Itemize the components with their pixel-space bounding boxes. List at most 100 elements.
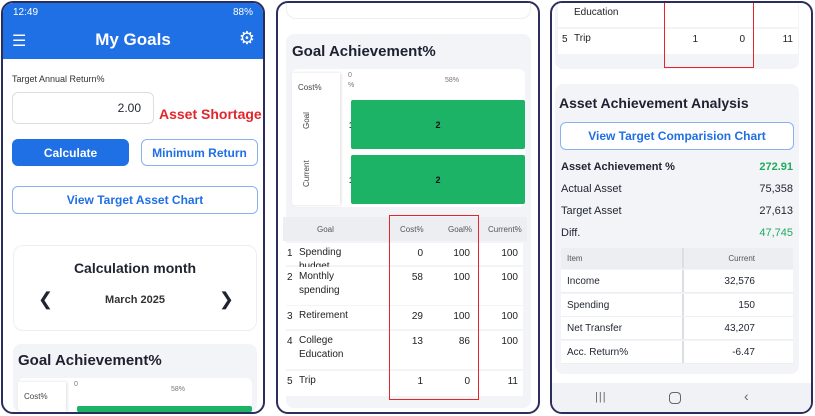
menu-icon[interactable]: ☰ <box>12 33 27 50</box>
goal-axis-label: Goal <box>302 112 311 129</box>
row-number: 3 <box>287 311 293 322</box>
cost-percent: 29 <box>411 311 423 322</box>
status-time: 12:49 <box>13 7 39 18</box>
actual-asset-stat: Actual Asset 75,358 <box>561 183 793 195</box>
goal-name: Retirement <box>299 310 348 321</box>
asset-table-row: Spending 150 <box>561 293 793 317</box>
goal-table-row[interactable]: 2 Monthly spending 58 100 100 <box>283 267 523 305</box>
item-label: Income <box>567 276 600 287</box>
cost-percent: 13 <box>411 336 423 347</box>
goal-percent: 100 <box>453 272 470 283</box>
goal-percent: 0 <box>464 376 470 387</box>
axis-percent: % <box>348 82 355 89</box>
goal-achievement-chart: Cost% Goal Current 0 % 58% 1 2 1 2 <box>292 69 525 207</box>
highlight-box <box>664 3 754 68</box>
current-percent: 11 <box>507 376 518 387</box>
goal-table-row[interactable]: 5 Trip 1 0 11 <box>558 29 798 54</box>
item-label: Net Transfer <box>567 323 623 334</box>
row-number: 5 <box>287 376 293 387</box>
goal-table-row[interactable]: 4 College Education 13 86 100 <box>283 331 523 369</box>
phone-screen-1: 12:49 88% ☰ My Goals ⚙ Target Annual Ret… <box>1 1 265 414</box>
goal-name: Spending budget <box>299 247 342 272</box>
goal-table-row[interactable]: 1 Spending budget 0 100 100 <box>283 243 523 272</box>
target-return-input[interactable]: 2.00 <box>12 92 154 124</box>
home-icon[interactable] <box>669 392 681 404</box>
current-percent: 100 <box>501 336 518 347</box>
goal-table-row[interactable]: 5 Trip 1 0 11 <box>283 371 523 396</box>
axis-zero: 0 <box>348 72 352 79</box>
app-title: My Goals <box>95 30 171 49</box>
row-number: 4 <box>287 336 293 347</box>
settings-gear-icon[interactable]: ⚙ <box>238 28 255 48</box>
asset-table-row: Income 32,576 <box>561 270 793 293</box>
previous-month-chevron-icon[interactable]: ❮ <box>38 289 54 309</box>
asset-analysis-card: Asset Achievement Analysis View Target C… <box>555 84 799 374</box>
asset-table-row: Acc. Return% -6.47 <box>561 340 793 364</box>
asset-table-row: Net Transfer 43,207 <box>561 317 793 340</box>
goal-name: Trip <box>299 375 316 386</box>
column-header: Current% <box>488 225 522 234</box>
goal-achievement-title: Goal Achievement% <box>18 352 162 369</box>
goal-name: Trip <box>574 33 591 44</box>
goal-percent: 100 <box>453 248 470 259</box>
stat-label: Actual Asset <box>561 183 622 195</box>
view-target-comparison-chart-button[interactable]: View Target Comparision Chart <box>560 122 794 150</box>
back-icon[interactable]: ‹ <box>744 388 749 404</box>
goal-name: Monthly spending <box>299 271 340 296</box>
cost-percent: 13 <box>687 3 698 5</box>
asset-table-header: Item Current <box>561 248 793 269</box>
cost-percent: 58 <box>411 272 423 283</box>
current-percent: 100 <box>776 3 793 5</box>
current-bar: 2 <box>351 155 525 204</box>
asset-analysis-title: Asset Achievement Analysis <box>559 95 749 111</box>
goal-percent: 100 <box>453 311 470 322</box>
current-axis-label: Current <box>302 160 311 187</box>
goal-bar: 2 <box>351 100 525 149</box>
goal-percent: 86 <box>734 3 745 5</box>
recent-apps-icon[interactable]: ||| <box>595 391 607 403</box>
chart-legend: Cost% <box>24 392 48 401</box>
stat-label: Diff. <box>561 227 581 239</box>
asset-shortage-warning: Asset Shortage <box>159 106 262 122</box>
highlight-box <box>389 215 479 400</box>
calculation-month-title: Calculation month <box>73 260 197 276</box>
chart-legend: Cost% <box>298 83 322 92</box>
goal-percent: 86 <box>458 336 470 347</box>
target-asset-stat: Target Asset 27,613 <box>561 205 793 217</box>
cost-percent: 0 <box>417 248 423 259</box>
goal-name: College Education <box>574 3 619 18</box>
target-return-value: 2.00 <box>117 101 141 115</box>
item-label: Acc. Return% <box>567 346 629 358</box>
column-current: Current <box>728 254 755 263</box>
calculation-month-card: Calculation month ❮ March 2025 ❯ <box>13 245 257 331</box>
minimum-return-button[interactable]: Minimum Return <box>141 139 258 166</box>
stat-label: Asset Achievement % <box>561 161 675 173</box>
stat-value: 272.91 <box>759 161 793 173</box>
diff-stat: Diff. 47,745 <box>561 227 793 239</box>
axis-mid: 58% <box>171 386 186 393</box>
item-current: -6.47 <box>732 346 755 358</box>
goal-achievement-title: Goal Achievement% <box>292 43 436 60</box>
asset-achievement-stat: Asset Achievement % 272.91 <box>561 161 793 173</box>
stat-value: 27,613 <box>759 205 793 217</box>
selected-month: March 2025 <box>105 294 165 306</box>
goal-percent: 0 <box>739 34 745 45</box>
goal-table-row[interactable]: 4 College Education 13 86 100 <box>558 3 798 27</box>
item-current: 150 <box>738 299 755 311</box>
current-percent: 100 <box>501 311 518 322</box>
axis-mid: 58% <box>445 77 460 84</box>
view-target-asset-chart-button[interactable]: View Target Asset Chart <box>12 186 258 214</box>
goal-table-row[interactable]: 3 Retirement 29 100 100 <box>283 306 523 329</box>
item-current: 32,576 <box>724 276 755 287</box>
return-label: Target Annual Return% <box>12 74 105 84</box>
goal-achievement-card: Goal Achievement% Cost% 0 58% <box>13 344 257 412</box>
column-item: Item <box>567 254 583 263</box>
calculate-button[interactable]: Calculate <box>12 139 129 166</box>
column-header: Goal% <box>448 225 473 234</box>
next-month-chevron-icon[interactable]: ❯ <box>218 289 234 309</box>
navigation-bar: ||| ‹ <box>552 383 811 412</box>
current-percent: 100 <box>501 272 518 283</box>
